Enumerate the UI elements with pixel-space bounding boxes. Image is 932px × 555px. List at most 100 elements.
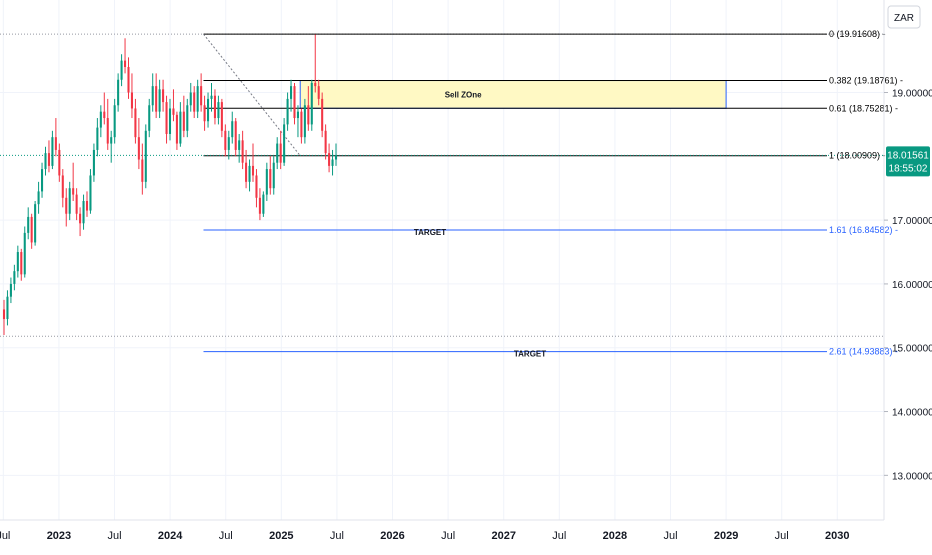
candle-body [200,86,203,106]
fib-level-label: 1.61 (16.84582) - [829,225,898,235]
candle-body [324,130,327,154]
candle-body [283,124,286,163]
candle-body [155,86,158,112]
candle-body [9,283,12,297]
candle-body [276,143,279,163]
candle-body [245,162,248,182]
candle-body [85,200,89,211]
candle-body [303,105,306,138]
candle-body [158,89,161,112]
candle-body [207,98,210,122]
candle-body [103,111,106,119]
grid [0,0,884,520]
fib-level-label: 2.61 (14.93883) - [829,347,898,357]
candle-body [37,191,40,205]
candle-body [41,169,44,192]
candle-body [262,194,265,214]
candle-body [213,95,216,119]
candle-body [117,79,120,106]
candle-body [328,153,331,166]
candle-body [34,204,37,243]
candle-body [2,309,6,320]
candle-body [217,102,220,119]
candle-body [61,175,64,198]
candle-body [82,200,85,224]
candle-body [179,111,182,144]
x-tick-label: Jul [663,530,677,542]
candle-body [13,271,16,284]
candle-body [203,105,206,122]
candle-body [248,165,251,182]
candle-body [189,92,192,106]
fib-level-label: 0 (19.91608) - [829,29,886,39]
candle-body [193,92,196,112]
candle-body [334,155,338,160]
candle-body [231,121,234,138]
current-price-tag: 18.01561 18:55:02 [886,146,930,177]
y-tick-label: 13.00000 [892,471,932,482]
candle-body [255,175,258,198]
candle-body [314,82,317,87]
fib-level-label: 1 (18.00909) - [829,151,886,161]
y-tick-label: 17.00000 [892,216,932,227]
price-axis[interactable]: 13.00000 14.00000 15.00000 16.00000 17.00000… [884,89,932,483]
candle-body [58,149,61,176]
candle-body [68,188,71,214]
candle-body [172,108,175,115]
candle-body [99,111,102,128]
fib-level-label: 0.382 (19.18761) - [829,76,903,86]
candle-body [317,86,320,99]
drawings[interactable] [0,33,884,353]
candle-body [89,175,92,211]
x-tick-label: Jul [441,530,455,542]
candle-body [175,114,178,144]
candle-body [272,162,275,189]
x-tick-label: Jul [0,530,10,542]
bar-countdown: 18:55:02 [889,163,928,174]
current-price-value: 18.01561 [887,150,929,161]
candle-body [141,159,144,182]
candle-body [241,140,244,163]
candle-body [307,105,310,125]
candle-body [151,86,154,106]
candle-body [265,169,268,195]
candle-body [144,130,147,182]
candle-body [182,111,185,131]
candle-body [65,197,68,214]
candle-body [234,121,237,150]
candle-body [220,102,223,131]
time-axis[interactable]: Jul 2023 Jul 2024 Jul 2025 Jul 2026 Jul 2027 Jul 20… [0,530,850,542]
candle-body [238,140,241,150]
x-tick-label: 2024 [158,530,183,542]
sell-zone-box[interactable] [299,80,727,109]
candle-body [27,216,30,233]
candle-body [165,102,168,134]
sell-zone-label: Sell ZOne [445,90,482,99]
x-tick-label: 2023 [47,530,71,542]
x-tick-label: 2028 [603,530,627,542]
candle-body [186,105,189,131]
candle-body [51,137,54,166]
candle-body [331,159,334,166]
candle-body [286,98,289,125]
candle-body [168,108,172,134]
candle-body [30,216,33,243]
candle-body [258,197,261,214]
candle-body [227,137,230,150]
candle-body [210,95,213,99]
candle-body [120,60,123,80]
currency-button[interactable]: ZAR [887,5,921,29]
target-label: TARGET [514,350,546,359]
candle-body [296,111,299,119]
candle-body [137,137,140,160]
x-tick-label: Jul [330,530,344,542]
candle-body [130,92,133,109]
candle-body [96,127,99,150]
candle-body [113,105,116,138]
y-tick-label: 15.00000 [892,344,932,355]
candle-body [124,60,127,67]
candle-body [310,82,313,125]
x-tick-label: 2026 [380,530,404,542]
